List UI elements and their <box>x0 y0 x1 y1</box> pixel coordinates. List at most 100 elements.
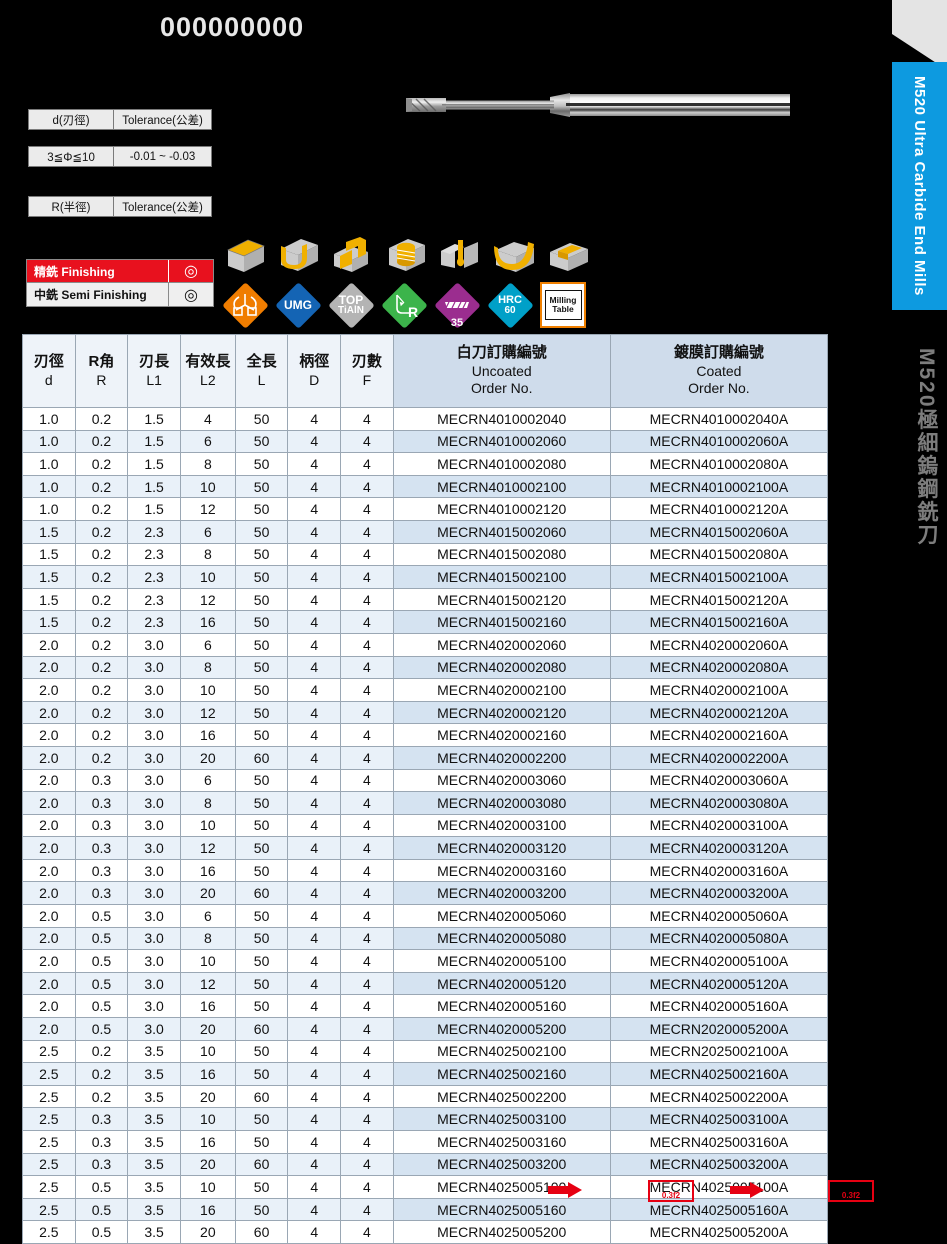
cell-spec-value: 4 <box>340 836 394 860</box>
cell-uncoated-order-no: MECRN4025002100 <box>392 1039 611 1064</box>
cell-spec-value: 0.2 <box>74 610 129 634</box>
col-header-shank-diameter: 柄徑 D <box>287 334 342 408</box>
cell-spec-value: 2.0 <box>22 791 76 815</box>
cell-spec-value: 4 <box>287 1197 342 1222</box>
cell-uncoated-order-no: MECRN4020002060 <box>392 632 611 657</box>
cell-spec-value: 4 <box>287 768 342 793</box>
cell-spec-value: 20 <box>179 745 236 770</box>
cell-spec-value: 4 <box>340 994 394 1019</box>
cell-spec-value: 0.2 <box>74 655 129 680</box>
cell-spec-value: 10 <box>179 1175 236 1199</box>
cell-spec-value: 4 <box>287 700 342 725</box>
radius-tolerance-header-value: Tolerance(公差) <box>122 201 203 214</box>
cell-spec-value: 50 <box>234 632 289 657</box>
red-annotation-box-2: 0.3f2 <box>828 1180 874 1202</box>
col-header-flute-length: 刃長 L1 <box>127 334 181 408</box>
cell-spec-value: 1.5 <box>127 429 181 454</box>
cell-spec-value: 1.5 <box>22 587 76 612</box>
cell-coated-order-no: MECRN4020002080A <box>609 655 829 680</box>
cell-spec-value: 2.5 <box>22 1175 76 1199</box>
table-row: 1.0 0.2 1.5 12 50 4 4 MECRN4010002120 MECRN40100… <box>22 497 829 521</box>
cell-spec-value: 0.2 <box>74 700 129 725</box>
cell-spec-value: 12 <box>179 497 236 521</box>
cell-spec-value: 0.5 <box>74 971 129 996</box>
cell-coated-order-no: MECRN4020003100A <box>609 813 829 838</box>
cell-spec-value: 4 <box>287 610 342 634</box>
cell-spec-value: 3.0 <box>127 723 181 747</box>
cell-uncoated-order-no: MECRN4020005200 <box>392 1017 611 1041</box>
side-tab-english-label: M520 Ultra Carbide End Mills <box>911 76 928 296</box>
cell-spec-value: 1.5 <box>22 610 76 634</box>
cell-spec-value: 4 <box>340 678 394 702</box>
cell-spec-value: 8 <box>179 926 236 951</box>
cell-spec-value: 0.5 <box>74 949 129 973</box>
cell-spec-value: 4 <box>340 791 394 815</box>
cell-spec-value: 4 <box>340 542 394 567</box>
cell-spec-value: 50 <box>234 565 289 589</box>
col-header-flute-count: 刃數 F <box>340 334 394 408</box>
legend-row-semi-finishing: 中銑 Semi Finishing ◎ <box>27 283 213 306</box>
cell-spec-value: 4 <box>340 474 394 499</box>
cell-spec-value: 4 <box>287 745 342 770</box>
cell-coated-order-no: MECRN4020005100A <box>609 949 829 973</box>
table-row: 2.0 0.3 3.0 16 50 4 4 MECRN4020003160 MECRN40200… <box>22 858 829 883</box>
cell-spec-value: 2.5 <box>22 1062 76 1086</box>
cell-spec-value: 4 <box>287 678 342 702</box>
cell-spec-value: 60 <box>234 881 289 906</box>
cell-coated-order-no: MECRN4020002160A <box>609 723 829 747</box>
milling-table-badge[interactable]: Milling Table <box>540 282 586 328</box>
cell-spec-value: 4 <box>340 610 394 634</box>
cell-spec-value: 4 <box>340 813 394 838</box>
cell-spec-value: 0.3 <box>74 881 129 906</box>
cell-spec-value: 4 <box>287 1152 342 1177</box>
table-row: 1.0 0.2 1.5 8 50 4 4 MECRN4010002080 MECRN401000… <box>22 452 829 476</box>
cell-spec-value: 12 <box>179 700 236 725</box>
table-row: 2.5 0.3 3.5 16 50 4 4 MECRN4025003160 MECRN40250… <box>22 1130 829 1154</box>
cell-coated-order-no: MECRN4020005120A <box>609 971 829 996</box>
cell-spec-value: 4 <box>287 632 342 657</box>
diameter-range-value: 3≦Φ≦10 <box>29 147 115 166</box>
cell-spec-value: 4 <box>340 949 394 973</box>
cell-spec-value: 4 <box>340 1084 394 1109</box>
cell-uncoated-order-no: MECRN4020003160 <box>392 858 611 883</box>
cell-spec-value: 2.5 <box>22 1084 76 1109</box>
cell-spec-value: 16 <box>179 723 236 747</box>
table-row: 2.0 0.3 3.0 8 50 4 4 MECRN4020003080 MECRN402000… <box>22 791 829 815</box>
cell-spec-value: 0.3 <box>74 768 129 793</box>
cell-spec-value: 3.0 <box>127 768 181 793</box>
cell-spec-value: 50 <box>234 791 289 815</box>
cell-spec-value: 3.0 <box>127 904 181 928</box>
cell-spec-value: 16 <box>179 1062 236 1086</box>
cell-uncoated-order-no: MECRN4020005100 <box>392 949 611 973</box>
col-header-corner-radius: R角 R <box>74 334 129 408</box>
cell-coated-order-no: MECRN4020002100A <box>609 678 829 702</box>
cell-uncoated-order-no: MECRN4015002160 <box>392 610 611 634</box>
cell-spec-value: 4 <box>340 519 394 544</box>
cell-spec-value: 0.2 <box>74 745 129 770</box>
cell-spec-value: 10 <box>179 813 236 838</box>
cell-spec-value: 50 <box>234 497 289 521</box>
helical-bore-milling-icon <box>389 239 425 271</box>
cell-spec-value: 50 <box>234 813 289 838</box>
cell-spec-value: 3.0 <box>127 949 181 973</box>
cell-spec-value: 4 <box>287 904 342 928</box>
table-row: 2.0 0.2 3.0 8 50 4 4 MECRN4020002080 MECRN402000… <box>22 655 829 680</box>
table-row: 2.0 0.3 3.0 10 50 4 4 MECRN4020003100 MECRN40200… <box>22 813 829 838</box>
side-tab-accent-bar <box>892 62 947 310</box>
cell-spec-value: 10 <box>179 678 236 702</box>
cell-spec-value: 1.5 <box>22 519 76 544</box>
cell-spec-value: 3.5 <box>127 1197 181 1222</box>
milling-table-label-main: Milling <box>549 295 577 306</box>
cell-spec-value: 50 <box>234 904 289 928</box>
cell-spec-value: 3.0 <box>127 926 181 951</box>
cell-spec-value: 4 <box>287 542 342 567</box>
cell-spec-value: 16 <box>179 994 236 1019</box>
table-row: 1.5 0.2 2.3 8 50 4 4 MECRN4015002080 MECRN401500… <box>22 542 829 567</box>
cell-spec-value: 4 <box>287 926 342 951</box>
cell-spec-value: 4 <box>287 407 342 431</box>
cell-spec-value: 2.3 <box>127 587 181 612</box>
cell-uncoated-order-no: MECRN4025002160 <box>392 1062 611 1086</box>
cell-spec-value: 0.2 <box>74 429 129 454</box>
cell-spec-value: 12 <box>179 971 236 996</box>
cell-spec-value: 0.3 <box>74 791 129 815</box>
